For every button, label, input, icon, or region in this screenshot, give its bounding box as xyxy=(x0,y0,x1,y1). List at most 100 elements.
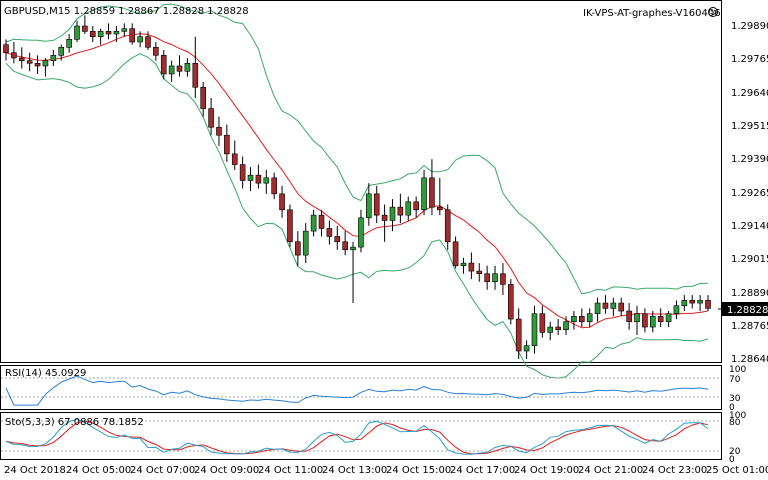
candle-body xyxy=(366,193,372,219)
candle-body xyxy=(153,47,159,56)
price-axis: 1.29890 1.29765 1.29640 1.29515 1.29390 … xyxy=(731,21,768,365)
time-label: 24 Oct 19:00 xyxy=(514,465,579,476)
candle-body xyxy=(468,262,475,272)
candle-body xyxy=(224,134,230,155)
price-label: 1.29640 xyxy=(731,88,768,99)
upper-band-line xyxy=(5,3,709,295)
lower-band-line xyxy=(5,53,709,379)
candle-body xyxy=(18,57,25,61)
candle-body xyxy=(113,31,120,35)
bollinger-bands xyxy=(5,3,709,379)
candle-body xyxy=(626,310,632,323)
stoch-level-label: 0 xyxy=(729,455,735,465)
price-label: 1.29890 xyxy=(731,21,768,32)
candle-body xyxy=(160,55,167,75)
candle-body xyxy=(389,206,396,221)
candle-body xyxy=(302,230,309,256)
candle-body xyxy=(578,316,585,323)
candle-body xyxy=(184,62,191,72)
expert-name: IK-VPS-AT-graphes-V160406 xyxy=(583,8,721,19)
candle-body xyxy=(208,108,214,128)
stoch-signal-line xyxy=(5,420,709,455)
time-label: 25 Oct 01:00 xyxy=(706,465,768,476)
candle-body xyxy=(358,217,364,248)
candle-body xyxy=(239,164,246,181)
candle-body xyxy=(50,55,57,61)
candle-body xyxy=(531,313,538,346)
candle-body xyxy=(11,52,17,59)
price-label: 1.29765 xyxy=(731,54,768,65)
candle-body xyxy=(168,65,175,75)
time-axis: 24 Oct 2018 24 Oct 05:00 24 Oct 07:00 24… xyxy=(4,465,768,476)
candlesticks xyxy=(3,15,711,359)
candle-body xyxy=(263,177,270,184)
candle-body xyxy=(437,206,443,211)
candle-body xyxy=(295,241,301,256)
candle-body xyxy=(271,177,277,195)
symbol-info: GBPUSD,M15 1.28859 1.28867 1.28828 1.288… xyxy=(4,6,249,17)
candle-body xyxy=(586,313,593,323)
candle-body xyxy=(231,153,238,165)
time-label: 24 Oct 17:00 xyxy=(450,465,515,476)
candle-body xyxy=(3,44,9,53)
candle-body xyxy=(397,206,404,216)
stoch-main-line xyxy=(5,418,709,455)
time-label: 24 Oct 07:00 xyxy=(130,465,195,476)
candle-body xyxy=(381,214,388,221)
candle-body xyxy=(689,300,696,304)
candle-body xyxy=(602,302,609,309)
candle-body xyxy=(610,302,617,309)
candle-body xyxy=(705,300,711,309)
time-label: 24 Oct 15:00 xyxy=(386,465,451,476)
candle-body xyxy=(405,201,412,216)
candle-body xyxy=(350,246,356,251)
candle-body xyxy=(89,31,96,37)
candle-body xyxy=(515,318,522,352)
candle-body xyxy=(137,36,143,43)
candle-body xyxy=(452,241,459,267)
time-label: 24 Oct 09:00 xyxy=(194,465,259,476)
candle-body xyxy=(618,302,625,312)
candle-body xyxy=(571,316,577,323)
candle-body xyxy=(642,313,648,328)
moving-average xyxy=(5,33,709,329)
candle-body xyxy=(97,31,104,37)
candle-body xyxy=(42,60,49,67)
price-label: 1.28640 xyxy=(731,354,768,365)
svg-text:1.28828: 1.28828 xyxy=(727,305,768,316)
ma-line xyxy=(5,33,709,329)
candle-body xyxy=(484,273,490,283)
candle-body xyxy=(555,326,561,330)
candle-body xyxy=(697,300,703,304)
candle-body xyxy=(665,313,672,323)
rsi-level-label: 100 xyxy=(729,365,746,375)
candle-body xyxy=(563,321,569,330)
candle-body xyxy=(287,209,293,243)
candle-body xyxy=(634,313,640,323)
candle-body xyxy=(523,345,530,352)
candle-body xyxy=(176,65,183,72)
candle-body xyxy=(508,284,514,320)
time-label: 24 Oct 05:00 xyxy=(66,465,131,476)
price-label: 1.28890 xyxy=(731,288,768,299)
price-label: 1.28765 xyxy=(731,321,768,332)
candle-body xyxy=(649,316,656,328)
candle-body xyxy=(373,193,380,216)
candle-body xyxy=(500,273,506,285)
candle-body xyxy=(318,214,325,229)
candle-body xyxy=(192,62,199,88)
time-label: 24 Oct 11:00 xyxy=(258,465,323,476)
price-label: 1.29390 xyxy=(731,154,768,165)
candle-body xyxy=(673,305,680,315)
rsi-level-label: 30 xyxy=(729,394,741,404)
candle-body xyxy=(121,28,128,32)
candle-body xyxy=(326,228,333,237)
stoch-level-label: 100 xyxy=(729,411,746,421)
price-label: 1.29265 xyxy=(731,188,768,199)
candle-body xyxy=(421,177,427,211)
candle-body xyxy=(492,273,498,283)
candle-body xyxy=(460,262,467,267)
candle-body xyxy=(216,126,222,136)
candle-body xyxy=(82,25,88,32)
